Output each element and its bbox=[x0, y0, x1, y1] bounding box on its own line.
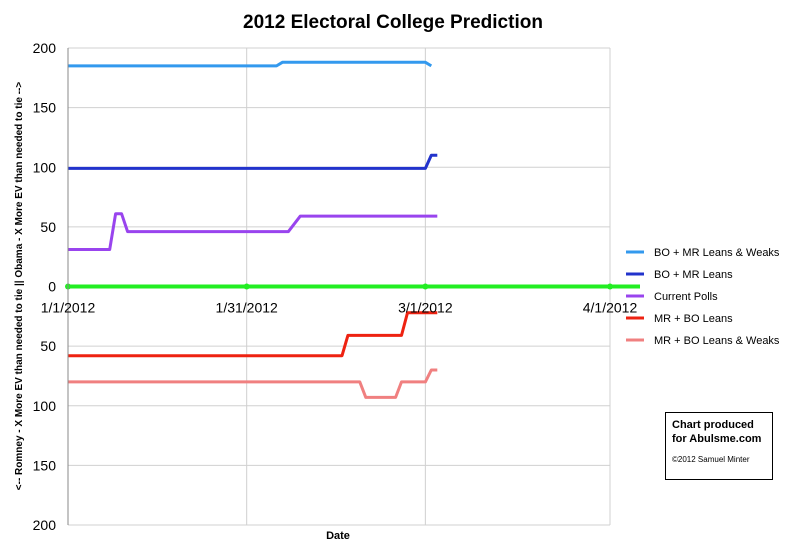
series-line bbox=[68, 60, 433, 68]
y-tick-label: 150 bbox=[33, 457, 57, 473]
series-line bbox=[68, 212, 438, 251]
credit-line-2: for Abulsme.com bbox=[672, 433, 762, 445]
baseline-marker bbox=[243, 283, 250, 290]
x-tick-label: 3/1/2012 bbox=[398, 300, 453, 316]
y-axis-label: <-- Romney - X More EV than needed to ti… bbox=[14, 82, 25, 491]
chart-title: 2012 Electoral College Prediction bbox=[243, 12, 543, 33]
y-tick-label: 50 bbox=[40, 219, 56, 235]
legend-label: Current Polls bbox=[654, 291, 718, 303]
legend: BO + MR Leans & Weaks BO + MR Leans Curren… bbox=[626, 247, 780, 347]
credit-line-1: Chart produced bbox=[672, 419, 754, 431]
series-line bbox=[68, 311, 438, 358]
y-tick-label: 200 bbox=[33, 517, 57, 533]
x-tick-label: 1/31/2012 bbox=[216, 300, 278, 316]
series-lines bbox=[65, 60, 640, 399]
legend-label: BO + MR Leans bbox=[654, 269, 733, 281]
credit-box: Chart produced for Abulsme.com ©2012 Sam… bbox=[665, 412, 773, 480]
baseline-marker bbox=[607, 283, 613, 290]
legend-label: MR + BO Leans bbox=[654, 313, 733, 325]
x-tick-labels: 1/1/2012 1/31/2012 3/1/2012 4/1/2012 bbox=[41, 300, 638, 316]
x-tick-label: 4/1/2012 bbox=[583, 300, 638, 316]
baseline-marker bbox=[422, 283, 429, 290]
credit-line-3: ©2012 Samuel Minter bbox=[672, 455, 750, 464]
y-tick-labels: 200 150 100 50 0 50 100 150 200 bbox=[33, 40, 57, 533]
legend-label: BO + MR Leans & Weaks bbox=[654, 247, 780, 259]
x-axis-label: Date bbox=[326, 530, 350, 542]
y-tick-label: 50 bbox=[40, 338, 56, 354]
y-tick-label: 100 bbox=[33, 398, 57, 414]
y-tick-label: 150 bbox=[33, 100, 57, 116]
series-line bbox=[68, 368, 438, 399]
legend-label: MR + BO Leans & Weaks bbox=[654, 335, 780, 347]
x-tick-label: 1/1/2012 bbox=[41, 300, 96, 316]
y-tick-label: 200 bbox=[33, 40, 57, 56]
series-line bbox=[68, 153, 438, 170]
y-tick-label: 100 bbox=[33, 159, 57, 175]
y-tick-label: 0 bbox=[48, 279, 56, 295]
